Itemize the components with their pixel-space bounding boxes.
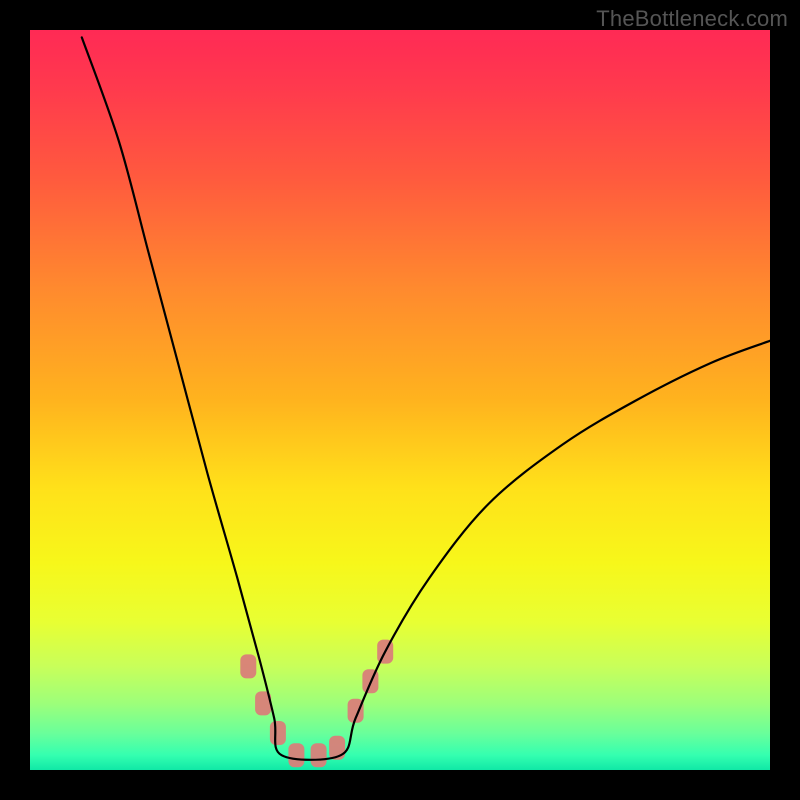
marker-point (311, 743, 327, 767)
gradient-background (30, 30, 770, 770)
marker-point (270, 721, 286, 745)
chart-svg (30, 30, 770, 770)
marker-point (240, 654, 256, 678)
watermark-text: TheBottleneck.com (596, 6, 788, 32)
marker-point (288, 743, 304, 767)
chart-container: TheBottleneck.com (0, 0, 800, 800)
plot-area (30, 30, 770, 770)
